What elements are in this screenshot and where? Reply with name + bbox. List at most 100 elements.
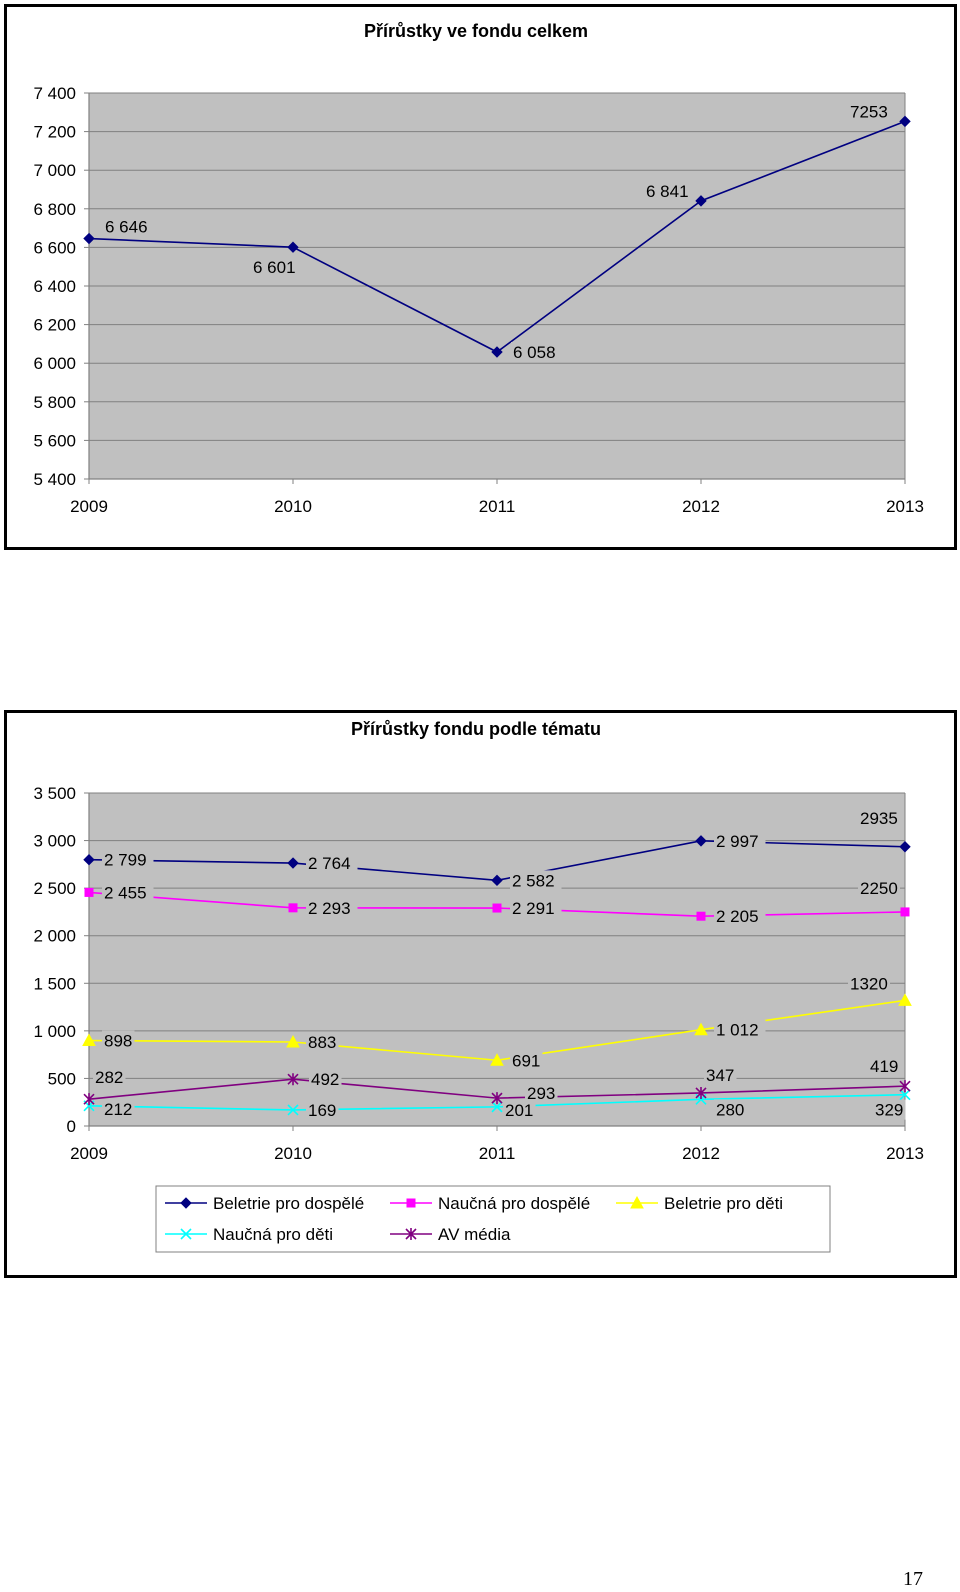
chart-body: Přírůstky fondu podle tématu 0 500 1 000 1 5… <box>33 719 923 1163</box>
data-point <box>695 195 707 207</box>
data-point <box>491 1092 503 1105</box>
data-point <box>490 1053 504 1066</box>
data-label: 2 291 <box>512 899 555 918</box>
data-label-bg <box>510 1050 543 1071</box>
data-label-bg <box>306 1031 339 1052</box>
data-label-bg <box>525 1083 558 1104</box>
data-label-bg <box>848 973 890 994</box>
chart-title: Přírůstky ve fondu celkem <box>364 21 588 41</box>
legend-box <box>155 1185 831 1253</box>
data-label: 169 <box>308 1101 336 1120</box>
data-label: 2 293 <box>308 899 351 918</box>
x-tick-label: 2011 <box>479 1144 516 1163</box>
data-point <box>286 1034 300 1048</box>
chart-topics-frame: Přírůstky fondu podle tématu 0 500 1 000 1 5… <box>4 710 957 1278</box>
data-point <box>899 1089 911 1101</box>
legend-label: Naučná pro děti <box>213 1225 333 1244</box>
data-label: 2 205 <box>716 907 759 926</box>
y-tick-label: 2 500 <box>33 879 76 898</box>
data-point <box>899 841 911 853</box>
y-tick-label: 2 000 <box>33 927 76 946</box>
y-tick-label: 7 000 <box>33 161 76 180</box>
x-tick-label: 2012 <box>682 497 720 516</box>
y-tick-label: 6 000 <box>33 354 76 373</box>
data-point <box>696 911 706 921</box>
x-tick-label: 2009 <box>70 1144 108 1163</box>
data-point <box>287 241 299 253</box>
data-label: 6 841 <box>646 182 689 201</box>
chart-topics: Přírůstky fondu podle tématu 0 500 1 000 1 5… <box>33 719 924 1253</box>
legend-item: Naučná pro dospělé <box>390 1194 590 1213</box>
data-label-bg <box>102 1098 135 1119</box>
data-label-bg <box>251 257 303 278</box>
data-point <box>899 115 911 128</box>
y-tick-label: 6 800 <box>33 200 76 219</box>
data-point <box>694 1022 708 1036</box>
data-point <box>82 1033 96 1047</box>
data-label-bg <box>503 1099 536 1120</box>
data-label: 419 <box>870 1057 898 1076</box>
data-label-bg <box>103 216 155 237</box>
y-tick-label: 3 500 <box>33 784 76 803</box>
data-label-bg <box>873 1099 906 1120</box>
legend-marker <box>180 1197 192 1209</box>
data-label: 6 058 <box>513 343 556 362</box>
data-label-bg <box>644 180 696 201</box>
data-point <box>491 874 503 887</box>
y-tick-label: 7 200 <box>33 123 76 142</box>
y-tick-label: 6 200 <box>33 316 76 335</box>
plot-area <box>89 793 905 1126</box>
data-point <box>899 1080 911 1093</box>
data-label: 7253 <box>850 102 888 121</box>
chart-total: Přírůstky ve fondu celkem 5 400 5 600 5 800… <box>33 21 923 516</box>
data-label-bg <box>858 807 900 828</box>
y-tick-label: 1 000 <box>33 1022 76 1041</box>
legend-item: Beletrie pro děti <box>616 1194 783 1213</box>
data-label: 280 <box>716 1100 744 1119</box>
data-label-bg <box>511 342 563 363</box>
x-tick-label: 2009 <box>70 497 108 516</box>
data-label: 2935 <box>860 809 898 828</box>
x-tick-label: 2013 <box>886 497 924 516</box>
legend-marker <box>405 1228 417 1240</box>
series-0: 6 646 6 601 6 058 6 841 7253 <box>83 101 911 363</box>
y-tick-label: 3 000 <box>33 832 76 851</box>
data-label-bg <box>306 853 358 874</box>
y-tick-label: 1 500 <box>33 974 76 993</box>
data-label-bg <box>93 1067 126 1088</box>
data-label: 1 012 <box>716 1021 759 1040</box>
data-label-bg <box>102 849 154 870</box>
data-label-bg <box>714 830 766 851</box>
data-point <box>492 903 502 913</box>
series-2: 898 883 691 1 012 1320 <box>82 973 912 1071</box>
series-1: 2 455 2 293 2 291 2 205 2250 <box>84 877 910 927</box>
y-tick-label: 6 600 <box>33 238 76 257</box>
data-point <box>491 346 503 358</box>
data-point <box>491 1101 503 1113</box>
data-point <box>898 993 912 1006</box>
data-label: 6 646 <box>105 218 148 237</box>
data-label: 2 764 <box>308 854 351 873</box>
data-label-bg <box>858 877 900 898</box>
data-label: 329 <box>875 1101 903 1120</box>
data-label: 201 <box>505 1101 533 1120</box>
x-tick-label: 2010 <box>274 497 312 516</box>
data-label: 2250 <box>860 879 898 898</box>
chart-body: Přírůstky ve fondu celkem 5 400 5 600 5 800… <box>33 21 923 516</box>
legend-item: AV média <box>390 1225 511 1244</box>
data-label-bg <box>102 1030 135 1051</box>
data-label-bg <box>306 897 358 918</box>
data-label-bg <box>868 1056 901 1077</box>
x-tick-label: 2013 <box>886 1144 924 1163</box>
x-tick-label: 2011 <box>479 497 516 516</box>
y-tick-label: 5 400 <box>33 470 76 489</box>
legend-label: Naučná pro dospělé <box>438 1194 590 1213</box>
data-label: 898 <box>104 1032 132 1051</box>
page-number: 17 <box>903 1568 923 1590</box>
legend-marker <box>406 1198 416 1208</box>
data-label: 2 582 <box>512 871 555 890</box>
data-label-bg <box>306 1099 339 1120</box>
data-point <box>695 835 707 847</box>
x-tick-label: 2010 <box>274 1144 312 1163</box>
data-label: 492 <box>311 1070 339 1089</box>
